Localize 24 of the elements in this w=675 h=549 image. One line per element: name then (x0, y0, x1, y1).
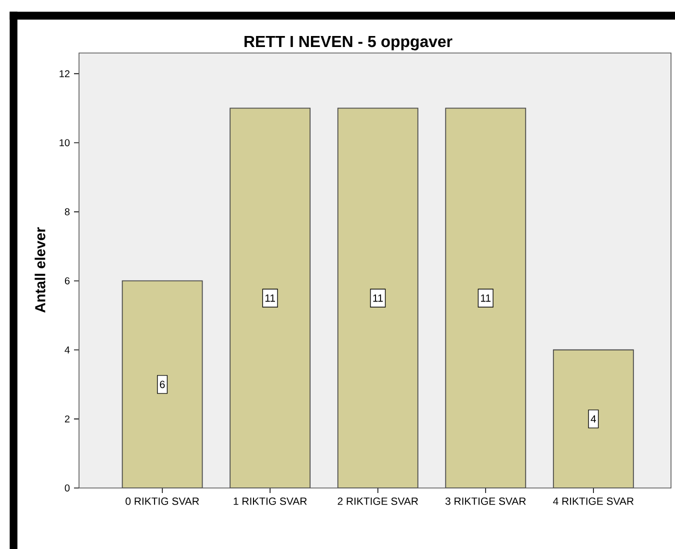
chart-title: RETT I NEVEN - 5 oppgaver (244, 36, 452, 50)
bar (445, 108, 526, 488)
data-label: 6 (160, 380, 165, 388)
bar (122, 280, 202, 488)
x-tick-label: 3 RIKTIGE SVAR (445, 498, 526, 505)
y-tick-label: 6 (64, 277, 70, 284)
x-tick-label: 2 RIKTIGE SVAR (338, 498, 418, 505)
y-tick-label: 4 (64, 346, 70, 354)
data-label: 11 (481, 294, 491, 302)
x-tick-label: 0 RIKTIG SVAR (126, 498, 199, 505)
bar (230, 108, 311, 488)
bar (552, 349, 634, 488)
data-label: 11 (373, 294, 383, 302)
y-axis-title: Antall elever (34, 227, 46, 313)
x-tick-label: 1 RIKTIG SVAR (234, 498, 307, 505)
bar (337, 108, 418, 488)
y-tick-label: 8 (64, 208, 70, 216)
y-tick-label: 10 (60, 139, 70, 146)
y-tick-label: 2 (64, 415, 70, 422)
data-label: 11 (265, 294, 275, 302)
x-tick-label: 4 RIKTIGE SVAR (553, 498, 634, 505)
data-label: 4 (590, 415, 596, 423)
y-tick-label: 0 (64, 484, 70, 492)
y-tick-label: 12 (60, 70, 70, 78)
